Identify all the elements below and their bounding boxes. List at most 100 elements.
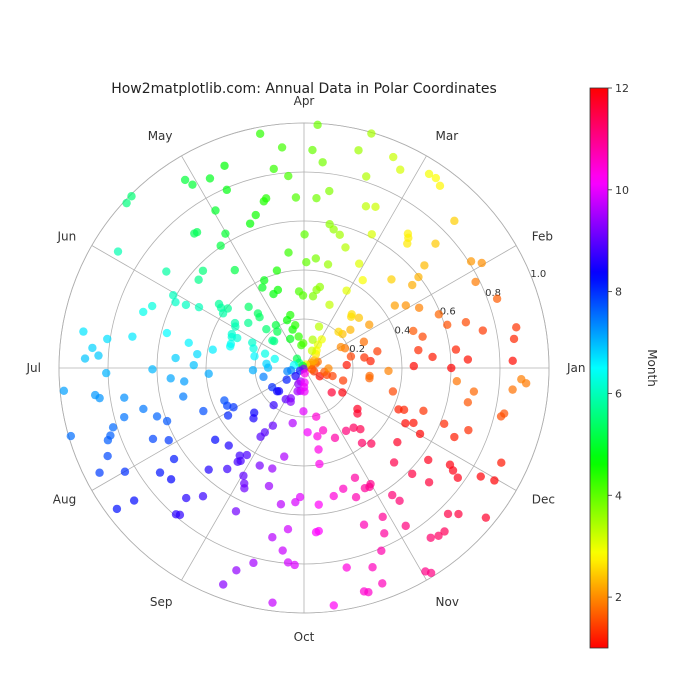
data-point bbox=[300, 387, 308, 395]
data-point bbox=[95, 394, 103, 402]
data-point bbox=[331, 434, 339, 442]
data-point bbox=[315, 322, 323, 330]
data-point bbox=[360, 521, 368, 529]
data-point bbox=[199, 492, 207, 500]
month-label: Jan bbox=[566, 361, 586, 375]
data-point bbox=[231, 322, 239, 330]
data-point bbox=[271, 355, 279, 363]
data-point bbox=[314, 445, 322, 453]
data-point bbox=[295, 287, 303, 295]
data-point bbox=[219, 580, 227, 588]
data-point bbox=[464, 355, 472, 363]
data-point bbox=[258, 283, 266, 291]
data-point bbox=[482, 513, 490, 521]
month-label: Oct bbox=[294, 630, 315, 644]
data-point bbox=[269, 401, 277, 409]
data-point bbox=[205, 465, 213, 473]
data-point bbox=[401, 419, 409, 427]
data-point bbox=[471, 278, 479, 286]
data-point bbox=[278, 143, 286, 151]
data-point bbox=[300, 378, 308, 386]
data-point bbox=[180, 377, 188, 385]
data-point bbox=[226, 342, 234, 350]
data-point bbox=[81, 354, 89, 362]
data-point bbox=[149, 435, 157, 443]
data-point bbox=[312, 194, 320, 202]
data-point bbox=[391, 301, 399, 309]
data-point bbox=[312, 413, 320, 421]
data-point bbox=[165, 436, 173, 444]
data-point bbox=[440, 420, 448, 428]
data-point bbox=[517, 375, 525, 383]
data-point bbox=[368, 563, 376, 571]
month-label: Feb bbox=[532, 230, 553, 244]
data-point bbox=[400, 406, 408, 414]
data-point bbox=[408, 281, 416, 289]
data-point bbox=[420, 261, 428, 269]
data-point bbox=[500, 409, 508, 417]
data-point bbox=[188, 180, 196, 188]
data-point bbox=[67, 432, 75, 440]
data-point bbox=[277, 500, 285, 508]
data-point bbox=[297, 341, 305, 349]
month-label: Aug bbox=[53, 493, 76, 507]
data-point bbox=[262, 325, 270, 333]
data-point bbox=[283, 316, 291, 324]
data-point bbox=[315, 460, 323, 468]
data-point bbox=[252, 211, 260, 219]
data-point bbox=[244, 319, 252, 327]
data-point bbox=[205, 370, 213, 378]
data-point bbox=[453, 377, 461, 385]
data-point bbox=[464, 398, 472, 406]
data-point bbox=[199, 267, 207, 275]
data-point bbox=[284, 248, 292, 256]
data-point bbox=[360, 353, 368, 361]
data-point bbox=[308, 146, 316, 154]
data-point bbox=[396, 166, 404, 174]
data-point bbox=[220, 162, 228, 170]
data-point bbox=[268, 336, 276, 344]
data-point bbox=[216, 242, 224, 250]
month-label: May bbox=[148, 129, 173, 143]
data-point bbox=[167, 475, 175, 483]
data-point bbox=[269, 421, 277, 429]
data-point bbox=[273, 266, 281, 274]
data-point bbox=[318, 158, 326, 166]
data-point bbox=[315, 500, 323, 508]
data-point bbox=[497, 459, 505, 467]
data-point bbox=[88, 344, 96, 352]
data-point bbox=[343, 361, 351, 369]
data-point bbox=[302, 258, 310, 266]
data-point bbox=[431, 239, 439, 247]
data-point bbox=[109, 423, 117, 431]
month-label: Jun bbox=[56, 230, 76, 244]
data-point bbox=[362, 202, 370, 210]
data-point bbox=[163, 417, 171, 425]
data-point bbox=[185, 339, 193, 347]
data-point bbox=[364, 588, 372, 596]
data-point bbox=[256, 461, 264, 469]
data-point bbox=[294, 332, 302, 340]
month-label: Nov bbox=[436, 595, 459, 609]
data-point bbox=[379, 513, 387, 521]
data-point bbox=[255, 313, 263, 321]
data-point bbox=[402, 301, 410, 309]
data-point bbox=[139, 308, 147, 316]
data-point bbox=[478, 259, 486, 267]
data-point bbox=[182, 301, 190, 309]
data-point bbox=[355, 259, 363, 267]
data-point bbox=[452, 345, 460, 353]
data-point bbox=[103, 452, 111, 460]
data-point bbox=[193, 350, 201, 358]
data-point bbox=[121, 468, 129, 476]
month-label: Sep bbox=[150, 595, 173, 609]
data-point bbox=[414, 346, 422, 354]
colorbar-tick-label: 4 bbox=[615, 489, 622, 502]
data-point bbox=[325, 220, 333, 228]
data-point bbox=[443, 321, 451, 329]
data-point bbox=[402, 522, 410, 530]
data-point bbox=[324, 364, 332, 372]
data-point bbox=[243, 451, 251, 459]
data-point bbox=[162, 267, 170, 275]
data-point bbox=[128, 332, 136, 340]
